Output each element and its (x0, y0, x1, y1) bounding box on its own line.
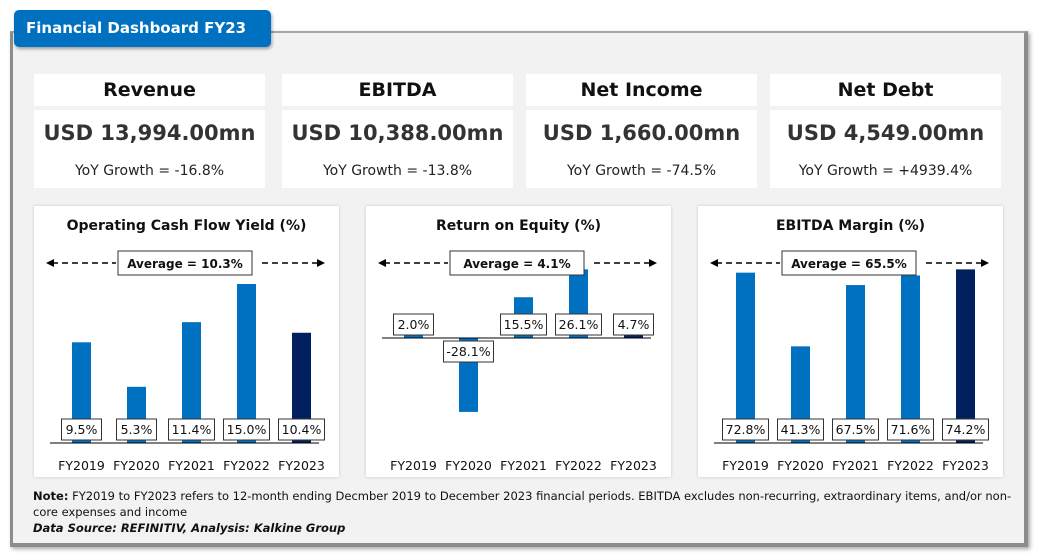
arrow-right-icon (649, 259, 657, 267)
x-tick-label: FY2020 (113, 458, 160, 473)
x-tick-label: FY2020 (445, 458, 492, 473)
x-tick-label: FY2023 (610, 458, 657, 473)
data-label-fy2022: 26.1% (555, 313, 602, 336)
arrow-right-icon (317, 259, 325, 267)
svg-text:11.4%: 11.4% (172, 422, 212, 437)
kpi-value: USD 1,660.00mn (526, 110, 757, 157)
svg-text:5.3%: 5.3% (121, 422, 153, 437)
data-label-fy2021: 67.5% (832, 418, 879, 441)
arrow-left-icon (378, 259, 386, 267)
x-tick-label: FY2019 (722, 458, 769, 473)
x-tick-label: FY2021 (832, 458, 879, 473)
note-label: Note: (33, 489, 69, 503)
x-tick-label: FY2023 (942, 458, 989, 473)
svg-text:9.5%: 9.5% (66, 422, 98, 437)
data-label-fy2019: 9.5% (61, 418, 102, 441)
dashboard-title: Financial Dashboard FY23 (14, 10, 271, 47)
note-text: FY2019 to FY2023 refers to 12-month endi… (33, 489, 1012, 519)
data-label-fy2019: 72.8% (722, 418, 769, 441)
svg-text:-28.1%: -28.1% (446, 344, 490, 359)
data-label-fy2021: 11.4% (168, 418, 215, 441)
data-label-fy2023: 74.2% (942, 418, 989, 441)
svg-text:67.5%: 67.5% (836, 422, 876, 437)
bar-fy2021 (182, 322, 201, 443)
x-tick-label: FY2019 (58, 458, 105, 473)
chart-panel-ocf-yield: 9.5% 5.3% 11.4% 15.0% 10.4% FY2019 FY2020 FY202… (34, 206, 339, 477)
bar-fy2022 (237, 284, 256, 443)
x-tick-label: FY2022 (887, 458, 934, 473)
svg-text:74.2%: 74.2% (946, 422, 986, 437)
data-label-fy2019: 2.0% (393, 313, 434, 336)
x-tick-label: FY2020 (777, 458, 824, 473)
svg-text:10.4%: 10.4% (282, 422, 322, 437)
kpi-growth: YoY Growth = -16.8% (34, 157, 265, 188)
average-indicator: Average = 65.5% (710, 250, 989, 276)
footnote: Note: FY2019 to FY2023 refers to 12-mont… (33, 488, 1013, 520)
kpi-value: USD 13,994.00mn (34, 110, 265, 157)
chart-ebitda-margin: 72.8% 41.3% 67.5% 71.6% 74.2% FY2019 FY2020 FY2… (710, 250, 989, 473)
svg-text:71.6%: 71.6% (891, 422, 931, 437)
average-label: Average = 10.3% (127, 257, 243, 271)
chart-panel-ebitda-margin: 72.8% 41.3% 67.5% 71.6% 74.2% FY2019 FY2020 FY2… (698, 206, 1003, 477)
chart-title: Operating Cash Flow Yield (%) (66, 218, 307, 234)
data-label-fy2020: 41.3% (777, 418, 824, 441)
data-source: Data Source: REFINITIV, Analysis: Kalkin… (33, 521, 346, 535)
data-label-fy2021: 15.5% (500, 313, 547, 336)
x-tick-label: FY2021 (500, 458, 547, 473)
bar-fy2019 (72, 342, 91, 443)
kpi-growth: YoY Growth = +4939.4% (770, 157, 1001, 188)
data-label-fy2020: -28.1% (443, 340, 494, 363)
bar-fy2019 (736, 272, 755, 443)
average-indicator: Average = 4.1% (378, 250, 657, 276)
kpi-label: Net Debt (770, 74, 1001, 106)
bar-fy2023 (292, 332, 311, 443)
svg-text:2.0%: 2.0% (398, 317, 430, 332)
chart-panel-roe: 2.0% -28.1% 15.5% 26.1% 4.7% FY2019 FY2020 FY20… (366, 206, 671, 477)
kpi-value: USD 10,388.00mn (282, 110, 513, 157)
arrow-left-icon (46, 259, 54, 267)
arrow-right-icon (981, 259, 989, 267)
arrow-left-icon (710, 259, 718, 267)
kpi-value: USD 4,549.00mn (770, 110, 1001, 157)
svg-text:15.5%: 15.5% (504, 317, 544, 332)
svg-text:41.3%: 41.3% (781, 422, 821, 437)
kpi-growth: YoY Growth = -13.8% (282, 157, 513, 188)
bar-fy2021 (846, 285, 865, 443)
x-tick-label: FY2021 (168, 458, 215, 473)
svg-text:4.7%: 4.7% (618, 317, 650, 332)
x-tick-label: FY2022 (555, 458, 602, 473)
x-tick-label: FY2022 (223, 458, 270, 473)
chart-roe: 2.0% -28.1% 15.5% 26.1% 4.7% FY2019 FY2020 FY20… (378, 250, 657, 473)
average-label: Average = 4.1% (463, 257, 570, 271)
kpi-label: EBITDA (282, 74, 513, 106)
svg-text:15.0%: 15.0% (227, 422, 267, 437)
bar-fy2023 (956, 269, 975, 443)
svg-text:26.1%: 26.1% (559, 317, 599, 332)
svg-text:72.8%: 72.8% (726, 422, 766, 437)
data-label-fy2022: 15.0% (223, 418, 270, 441)
x-tick-label: FY2019 (390, 458, 437, 473)
data-label-fy2022: 71.6% (887, 418, 934, 441)
x-tick-label: FY2023 (278, 458, 325, 473)
chart-ocf-yield: 9.5% 5.3% 11.4% 15.0% 10.4% FY2019 FY2020 FY202… (46, 250, 325, 473)
average-indicator: Average = 10.3% (46, 250, 325, 276)
kpi-growth: YoY Growth = -74.5% (526, 157, 757, 188)
data-label-fy2023: 10.4% (278, 418, 325, 441)
average-label: Average = 65.5% (791, 257, 907, 271)
data-label-fy2020: 5.3% (116, 418, 157, 441)
data-label-fy2023: 4.7% (613, 313, 654, 336)
bar-fy2022 (901, 275, 920, 443)
chart-title: EBITDA Margin (%) (775, 218, 926, 234)
kpi-label: Net Income (526, 74, 757, 106)
kpi-label: Revenue (34, 74, 265, 106)
chart-title: Return on Equity (%) (435, 218, 601, 234)
